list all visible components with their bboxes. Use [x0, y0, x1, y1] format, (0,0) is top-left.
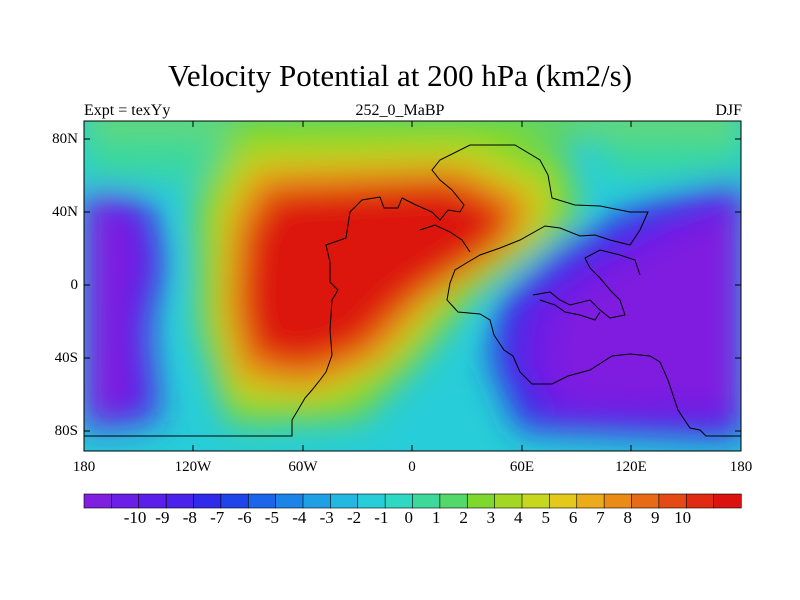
plot-title: Velocity Potential at 200 hPa (km2/s): [167, 58, 633, 93]
colorbar-label: 9: [650, 508, 660, 527]
colorbar-label: 10: [674, 508, 692, 527]
lon-label-180e: 180: [729, 459, 753, 475]
colorbar-swatch: [603, 493, 633, 509]
map-frame: [83, 120, 742, 452]
colorbar-swatch: [247, 493, 277, 509]
colorbar-swatch: [330, 493, 359, 509]
lon-label-180w: 180: [72, 459, 96, 475]
colorbar-swatch: [384, 493, 414, 509]
colorbar-swatch: [521, 493, 550, 509]
colorbar-swatch: [631, 493, 660, 509]
colorbar-swatch: [357, 493, 386, 509]
colorbar-label: 1: [431, 508, 441, 527]
lon-label-60w: 60W: [288, 459, 318, 475]
colorbar-label: -9: [155, 508, 170, 527]
colorbar-swatch: [111, 493, 140, 509]
lon-label-60e: 60E: [509, 459, 535, 475]
colorbar-label: -1: [374, 508, 389, 527]
colorbar-swatch: [275, 493, 304, 509]
colorbar: [83, 493, 742, 509]
colorbar-swatch: [685, 493, 715, 509]
colorbar-label: -3: [319, 508, 334, 527]
colorbar-swatch: [439, 493, 468, 509]
lat-label-80n: 80N: [52, 131, 78, 147]
continent-outlines: [84, 144, 741, 437]
colorbar-swatch: [412, 493, 441, 509]
colorbar-swatch: [302, 493, 331, 509]
lon-label-0: 0: [408, 459, 416, 475]
colorbar-label: 7: [596, 508, 605, 527]
colorbar-swatch: [83, 493, 112, 509]
velocity-potential-field: [84, 121, 741, 451]
colorbar-swatch: [549, 493, 578, 509]
colorbar-swatch: [713, 493, 742, 509]
colorbar-label: 4: [514, 508, 523, 527]
colorbar-label: -8: [182, 508, 197, 527]
colorbar-label: -7: [210, 508, 225, 527]
colorbar-label: -5: [264, 508, 279, 527]
lon-label-120e: 120E: [615, 459, 647, 475]
colorbar-label: 6: [568, 508, 578, 527]
colorbar-swatch: [576, 493, 605, 509]
colorbar-label: -6: [237, 508, 252, 527]
colorbar-swatch: [466, 493, 496, 509]
colorbar-label: 8: [623, 508, 633, 527]
lon-label-120w: 120W: [174, 459, 212, 475]
colorbar-swatch: [494, 493, 523, 509]
colorbar-label: 2: [459, 508, 468, 527]
colorbar-label: 0: [404, 508, 414, 527]
colorbar-label: 5: [541, 508, 550, 527]
colorbar-swatch: [138, 493, 167, 509]
case-label: 252_0_MaBP: [355, 102, 445, 119]
colorbar-label: -4: [292, 508, 307, 527]
season-label: DJF: [715, 102, 742, 119]
colorbar-label: -10: [123, 508, 147, 527]
lat-label-0: 0: [70, 277, 79, 293]
lat-label-40n: 40N: [52, 204, 78, 220]
colorbar-label: -2: [347, 508, 362, 527]
experiment-label: Expt = texYy: [84, 102, 171, 119]
colorbar-swatch: [193, 493, 222, 509]
lat-label-80s: 80S: [54, 423, 78, 439]
colorbar-label: 3: [486, 508, 496, 527]
colorbar-swatch: [165, 493, 195, 509]
lat-label-40s: 40S: [54, 350, 78, 366]
colorbar-swatch: [658, 493, 687, 509]
colorbar-swatch: [220, 493, 249, 509]
